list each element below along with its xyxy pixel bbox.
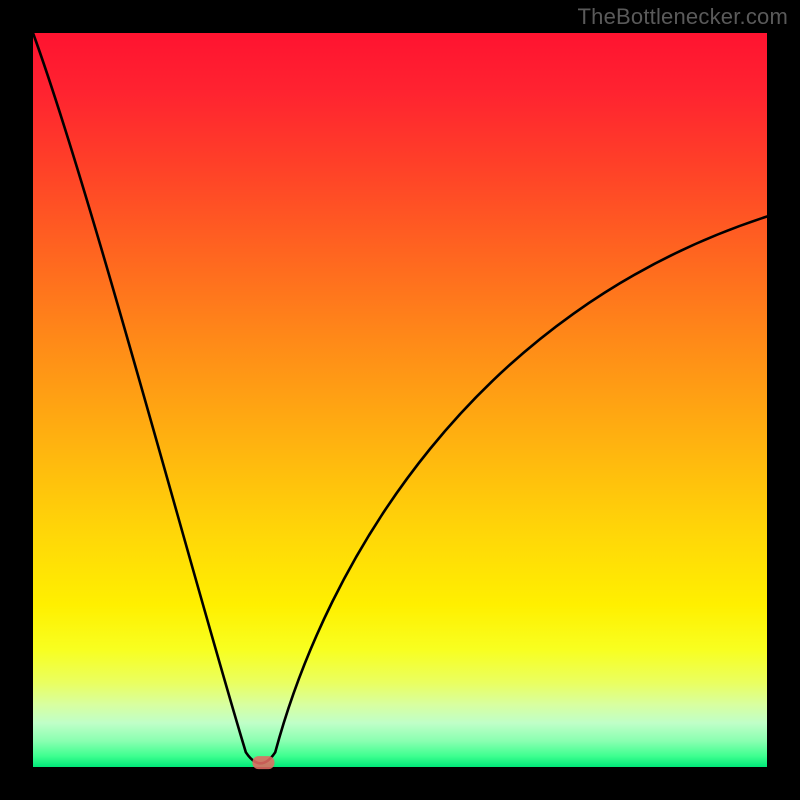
bottleneck-curve-chart: [0, 0, 800, 800]
watermark-text: TheBottlenecker.com: [578, 4, 788, 30]
plot-background: [33, 33, 767, 767]
optimal-point-marker: [252, 756, 274, 769]
chart-container: TheBottlenecker.com: [0, 0, 800, 800]
